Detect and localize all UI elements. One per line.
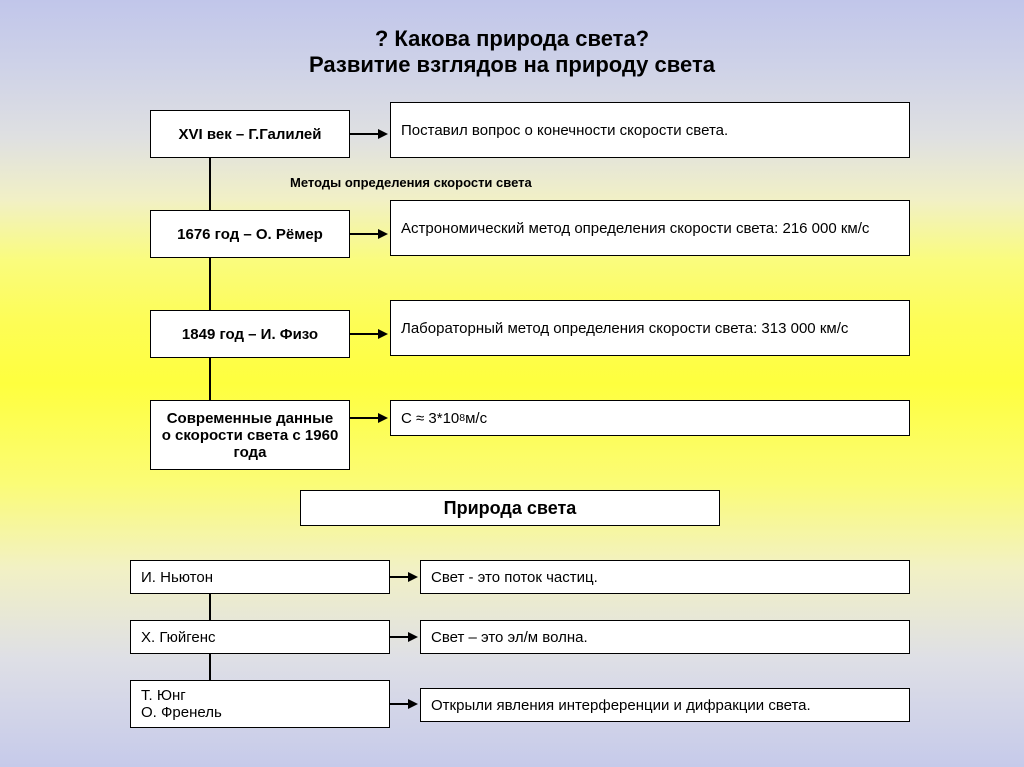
- arrow-head-icon: [378, 329, 388, 339]
- arrow-line: [350, 417, 380, 419]
- node-galileo: XVI век – Г.Галилей: [150, 110, 350, 158]
- node-modern_desc: С ≈ 3*108 м/с: [390, 400, 910, 436]
- vertical-connector: [209, 358, 211, 400]
- vertical-connector: [209, 158, 211, 210]
- vertical-connector: [209, 258, 211, 310]
- arrow-line: [350, 233, 380, 235]
- arrow-head-icon: [378, 413, 388, 423]
- node-young_desc: Открыли явления интерференции и дифракци…: [420, 688, 910, 722]
- arrow-head-icon: [408, 572, 418, 582]
- node-nature: Природа света: [300, 490, 720, 526]
- node-fizeau: 1849 год – И. Физо: [150, 310, 350, 358]
- title-line-1: ? Какова природа света?: [0, 26, 1024, 52]
- arrow-line: [390, 576, 410, 578]
- vertical-connector: [209, 654, 211, 680]
- node-young: Т. Юнг О. Френель: [130, 680, 390, 728]
- slide-canvas: ? Какова природа света? Развитие взглядо…: [0, 0, 1024, 767]
- arrow-head-icon: [408, 632, 418, 642]
- node-galileo_desc: Поставил вопрос о конечности скорости св…: [390, 102, 910, 158]
- node-huygens: Х. Гюйгенс: [130, 620, 390, 654]
- node-newton: И. Ньютон: [130, 560, 390, 594]
- arrow-line: [350, 333, 380, 335]
- slide-title: ? Какова природа света? Развитие взглядо…: [0, 26, 1024, 78]
- arrow-head-icon: [408, 699, 418, 709]
- arrow-head-icon: [378, 229, 388, 239]
- methods-subheader: Методы определения скорости света: [290, 175, 532, 190]
- arrow-line: [390, 703, 410, 705]
- node-romer: 1676 год – О. Рёмер: [150, 210, 350, 258]
- node-fizeau_desc: Лабораторный метод определения скорости …: [390, 300, 910, 356]
- node-huygens_desc: Свет – это эл/м волна.: [420, 620, 910, 654]
- arrow-line: [390, 636, 410, 638]
- node-modern: Современные данные о скорости света с 19…: [150, 400, 350, 470]
- arrow-line: [350, 133, 380, 135]
- vertical-connector: [209, 594, 211, 620]
- node-newton_desc: Свет - это поток частиц.: [420, 560, 910, 594]
- node-romer_desc: Астрономический метод определения скорос…: [390, 200, 910, 256]
- arrow-head-icon: [378, 129, 388, 139]
- title-line-2: Развитие взглядов на природу света: [0, 52, 1024, 78]
